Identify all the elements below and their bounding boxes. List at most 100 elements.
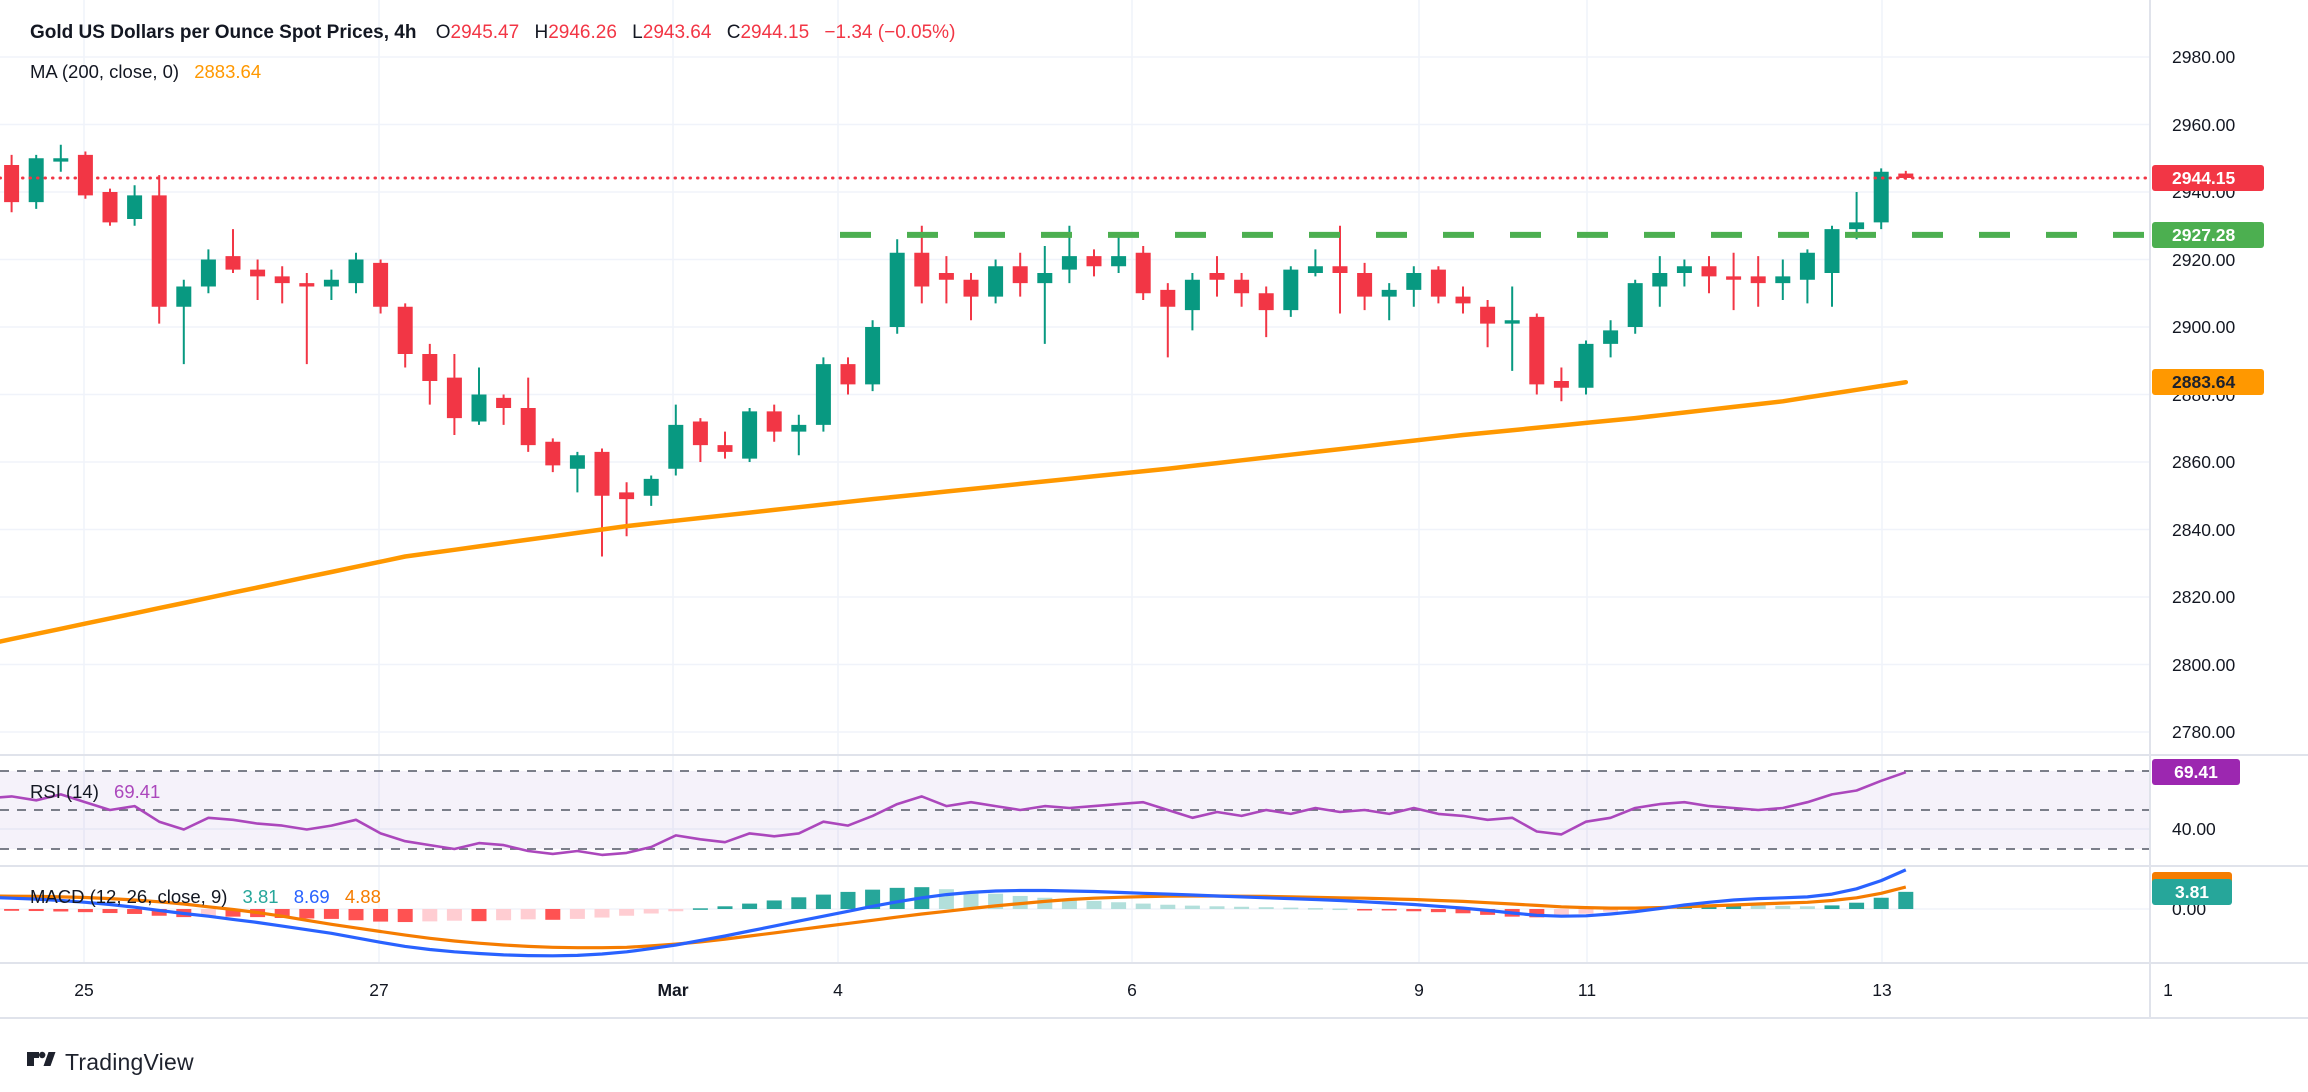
macd-signal-line[interactable] — [0, 885, 1907, 950]
candle[interactable] — [1480, 306, 1496, 324]
candle[interactable] — [1430, 269, 1446, 297]
macd-line-value: 8.69 — [293, 886, 330, 907]
symbol-legend[interactable]: Gold US Dollars per Ounce Spot Prices, 4… — [30, 21, 955, 45]
candle[interactable] — [1283, 269, 1299, 311]
candle[interactable] — [1234, 279, 1250, 294]
candle[interactable] — [422, 354, 438, 381]
rsi-legend[interactable]: RSI (14) 69.41 — [30, 780, 160, 804]
macd-histogram-bar — [815, 894, 831, 909]
candle[interactable] — [1750, 276, 1766, 284]
macd-histogram-bar — [668, 909, 684, 912]
rsi-line[interactable] — [0, 770, 1907, 857]
candle[interactable] — [1726, 276, 1742, 280]
price-chart-plot[interactable] — [0, 0, 2308, 1046]
candle[interactable] — [1529, 316, 1545, 385]
candle[interactable] — [127, 195, 143, 219]
candle[interactable] — [766, 411, 782, 432]
time-axis-label: Mar — [657, 980, 689, 1000]
candle[interactable] — [1849, 222, 1865, 230]
candle[interactable] — [1406, 273, 1422, 290]
candle[interactable] — [1652, 273, 1668, 287]
candle[interactable] — [1012, 266, 1028, 284]
candle[interactable] — [102, 192, 118, 223]
candle[interactable] — [889, 252, 905, 327]
tradingview-logo[interactable]: TradingView — [26, 1048, 194, 1076]
macd-line[interactable] — [0, 868, 1907, 958]
candle[interactable] — [4, 165, 20, 203]
candle[interactable] — [1037, 273, 1053, 284]
candle[interactable] — [77, 154, 93, 196]
candle[interactable] — [914, 252, 930, 287]
candle[interactable] — [1504, 320, 1520, 324]
candle[interactable] — [963, 279, 979, 297]
candle[interactable] — [496, 397, 512, 408]
candle[interactable] — [1578, 343, 1594, 388]
candle[interactable] — [1086, 256, 1102, 267]
candle[interactable] — [545, 441, 561, 466]
candle[interactable] — [471, 394, 487, 422]
candle[interactable] — [594, 451, 610, 496]
candle[interactable] — [348, 259, 364, 284]
candle[interactable] — [865, 327, 881, 385]
candle[interactable] — [274, 276, 290, 284]
candle[interactable] — [643, 478, 659, 496]
candle[interactable] — [742, 411, 758, 459]
ma200-line[interactable] — [0, 379, 1909, 644]
candle[interactable] — [250, 269, 266, 277]
candle[interactable] — [1332, 266, 1348, 273]
candle[interactable] — [176, 286, 192, 307]
candle[interactable] — [323, 279, 339, 287]
candle[interactable] — [299, 283, 315, 287]
macd-histogram-bar — [1406, 909, 1422, 912]
candle[interactable] — [815, 364, 831, 425]
candle[interactable] — [569, 455, 585, 469]
candle[interactable] — [151, 195, 167, 307]
candle[interactable] — [53, 158, 69, 162]
plot-area[interactable] — [0, 0, 2170, 963]
candle[interactable] — [1775, 276, 1791, 284]
candle[interactable] — [28, 158, 44, 203]
candle[interactable] — [1553, 381, 1569, 388]
candle[interactable] — [1676, 266, 1692, 273]
candle[interactable] — [1160, 289, 1176, 307]
candle[interactable] — [1824, 229, 1840, 273]
candle[interactable] — [692, 421, 708, 446]
macd-legend[interactable]: MACD (12, 26, close, 9) 3.81 8.69 4.88 — [30, 885, 381, 909]
candle[interactable] — [1799, 252, 1815, 280]
candle[interactable] — [791, 424, 807, 432]
candle[interactable] — [1135, 252, 1151, 294]
candle[interactable] — [1307, 266, 1323, 273]
macd-histogram-bar — [1750, 905, 1766, 909]
candle[interactable] — [619, 492, 635, 500]
ma-legend[interactable]: MA (200, close, 0) 2883.64 — [30, 60, 261, 84]
candle[interactable] — [1603, 330, 1619, 344]
candle[interactable] — [1061, 256, 1077, 270]
candle[interactable] — [1209, 273, 1225, 280]
candle[interactable] — [225, 256, 241, 270]
candle[interactable] — [668, 424, 684, 469]
macd-histogram-bar — [1726, 904, 1742, 909]
candle[interactable] — [840, 364, 856, 385]
macd-histogram-bar — [1578, 909, 1594, 914]
candle[interactable] — [1184, 279, 1200, 311]
candle[interactable] — [1381, 289, 1397, 297]
candle[interactable] — [1258, 293, 1274, 311]
candle[interactable] — [988, 266, 1004, 297]
macd-histogram-bar — [1898, 891, 1914, 909]
candle[interactable] — [200, 259, 216, 287]
candle[interactable] — [397, 306, 413, 354]
macd-histogram-bar — [1553, 909, 1569, 916]
candle[interactable] — [373, 262, 389, 307]
candle[interactable] — [717, 445, 733, 452]
candle[interactable] — [1455, 296, 1471, 304]
candle[interactable] — [520, 408, 536, 446]
candle[interactable] — [1111, 256, 1127, 267]
candle[interactable] — [938, 273, 954, 280]
candle[interactable] — [1701, 266, 1717, 277]
candle[interactable] — [1873, 171, 1889, 223]
candle[interactable] — [446, 377, 462, 419]
candle[interactable] — [1627, 283, 1643, 327]
candle[interactable] — [1898, 173, 1914, 178]
candle[interactable] — [1357, 273, 1373, 297]
